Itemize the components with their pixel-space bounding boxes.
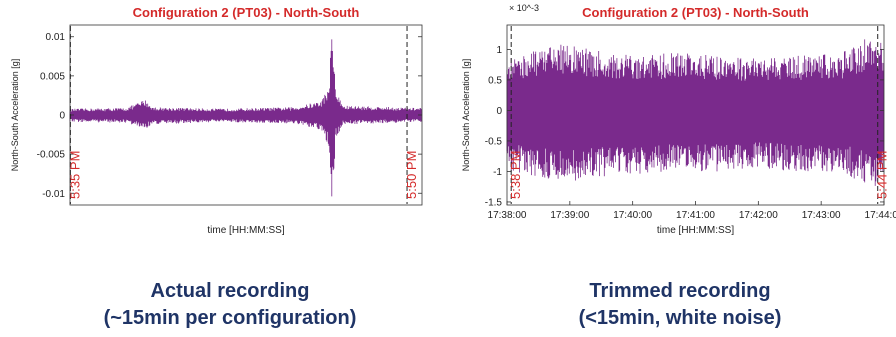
caption-left-line2: (~15min per configuration) (103, 307, 357, 329)
right-xtick-label: 17:40:00 (613, 210, 652, 221)
chart-left-svg: 0.010.0050-0.005-0.0117:34:5917:40:0017:… (10, 5, 423, 236)
chart-left: 0.010.0050-0.005-0.0117:34:5917:40:0017:… (0, 0, 440, 245)
right-xtick-label: 17:44:00 (865, 210, 896, 221)
caption-right-line1: Trimmed recording (589, 280, 771, 302)
right-xtick-label: 17:38:00 (488, 210, 527, 221)
chart-right: 1 0.5 0 -0.5 -1 -1.5 17:38:00 17:39:00 17:40:00 1… (455, 0, 896, 245)
right-ytick-label: 0 (496, 106, 502, 117)
right-ytick-label: 1 (496, 45, 502, 56)
right-xtick-label: 17:41:00 (676, 210, 715, 221)
caption-left: Actual recording (~15min per configurati… (20, 278, 440, 332)
left-ylabel: North-South Acceleration [g] (10, 59, 20, 172)
right-marker-label: 5:44 PM (875, 151, 890, 199)
right-xlabel: time [HH:MM:SS] (657, 225, 734, 236)
left-title: Configuration 2 (PT03) - North-South (133, 5, 360, 20)
right-title: Configuration 2 (PT03) - North-South (582, 5, 809, 20)
right-xtick-label: 17:43:00 (802, 210, 841, 221)
left-ytick-label: -0.01 (42, 189, 65, 200)
left-marker-label: 5:50 PM (404, 151, 419, 199)
right-ytick-label: 0.5 (488, 75, 502, 86)
right-ytick-label: -0.5 (485, 136, 503, 147)
right-xtick-label: 17:42:00 (739, 210, 778, 221)
right-xtick-label: 17:39:00 (550, 210, 589, 221)
left-ytick-label: 0 (59, 111, 65, 122)
right-ytick-label: -1.5 (485, 197, 503, 208)
left-marker-label: 5:35 PM (67, 151, 82, 199)
left-xlabel: time [HH:MM:SS] (207, 225, 284, 236)
right-marker-label: 5:38 PM (508, 151, 523, 199)
right-y-exponent: × 10^-3 (509, 3, 539, 13)
left-ytick-label: 0.01 (46, 32, 66, 43)
left-ytick-label: -0.005 (37, 150, 66, 161)
caption-right-line2: (<15min, white noise) (578, 307, 782, 329)
chart-right-svg: 1 0.5 0 -0.5 -1 -1.5 17:38:00 17:39:00 17:40:00 1… (461, 3, 896, 236)
caption-right: Trimmed recording (<15min, white noise) (470, 278, 890, 332)
left-ytick-label: 0.005 (40, 71, 65, 82)
caption-left-line1: Actual recording (150, 280, 310, 302)
right-ytick-label: -1 (493, 167, 502, 178)
right-ylabel: North-South Acceleration [g] (461, 59, 471, 172)
